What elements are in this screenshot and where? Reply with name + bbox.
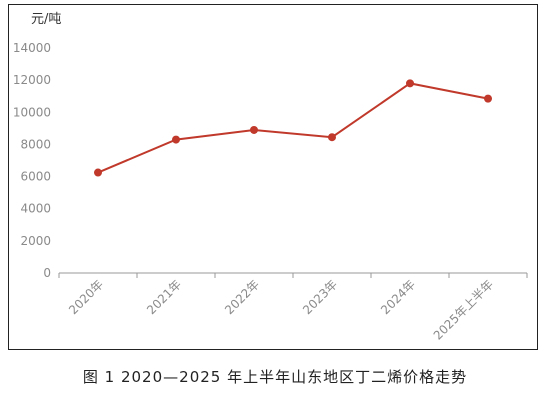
y-tick-label: 2000 <box>20 234 51 248</box>
x-tick-label: 2023年 <box>300 277 340 317</box>
y-tick-label: 8000 <box>20 137 51 151</box>
data-point <box>250 125 258 134</box>
data-point <box>94 168 102 177</box>
data-point <box>328 133 336 142</box>
data-point <box>406 79 414 88</box>
y-tick-label: 12000 <box>13 73 51 87</box>
data-point <box>484 94 492 103</box>
y-axis-label: 元/吨 <box>31 12 61 27</box>
chart-frame: 元/吨 0 2000 4000 6000 8000 10000 12000 14000 2020年… <box>8 4 538 350</box>
figure-caption: 图 1 2020—2025 年上半年山东地区丁二烯价格走势 <box>82 368 468 386</box>
series-line <box>97 82 489 174</box>
x-tick-label: 2024年 <box>378 277 418 317</box>
y-tick-label: 0 <box>43 266 51 280</box>
y-tick-label: 4000 <box>20 202 51 216</box>
x-tick-label: 2021年 <box>144 277 184 317</box>
data-point <box>172 135 180 144</box>
x-tick-label: 2020年 <box>66 277 106 317</box>
y-tick-label: 6000 <box>20 170 51 184</box>
line-chart: 元/吨 0 2000 4000 6000 8000 10000 12000 14000 2020年… <box>13 12 528 343</box>
y-tick-label: 10000 <box>13 105 51 119</box>
x-tick-label: 2025年上半年 <box>431 277 496 342</box>
x-tick-label: 2022年 <box>222 277 262 317</box>
y-tick-label: 14000 <box>13 41 51 55</box>
